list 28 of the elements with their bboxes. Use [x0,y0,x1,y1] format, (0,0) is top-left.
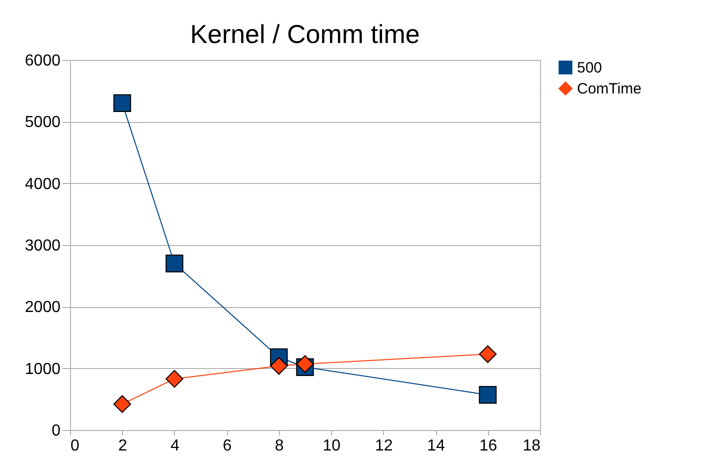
legend-label: 500 [577,60,602,76]
point [113,94,132,112]
y-tick-label: 1000 [24,360,61,378]
x-tick-label: 8 [274,438,284,454]
x-tick-label: 12 [374,438,393,454]
legend-label: ComTime [577,80,642,98]
y-tick-label: 5000 [24,114,61,132]
x-tick-label: 0 [70,438,80,454]
x-tick-label: 4 [170,438,180,454]
point [166,254,184,272]
point [166,370,184,388]
x-tick-label: 10 [322,438,341,454]
y-tick-label: 4000 [24,176,61,193]
chart-title: Kernel / Comm time [190,19,420,49]
y-tick-label: 6000 [24,52,61,70]
y-tick-label: 2000 [24,299,61,316]
x-tick-label: 2 [118,438,128,454]
point [270,357,288,375]
point [296,355,314,373]
y-tick-label: 0 [52,422,61,440]
x-tick-label: 18 [522,438,541,454]
x-tick-label: 14 [427,438,446,454]
x-tick-label: 16 [479,438,498,454]
y-tick-label: 3000 [24,238,61,254]
x-tick-label: 6 [222,438,232,454]
point [478,386,497,404]
point [478,345,497,364]
point [113,395,132,413]
